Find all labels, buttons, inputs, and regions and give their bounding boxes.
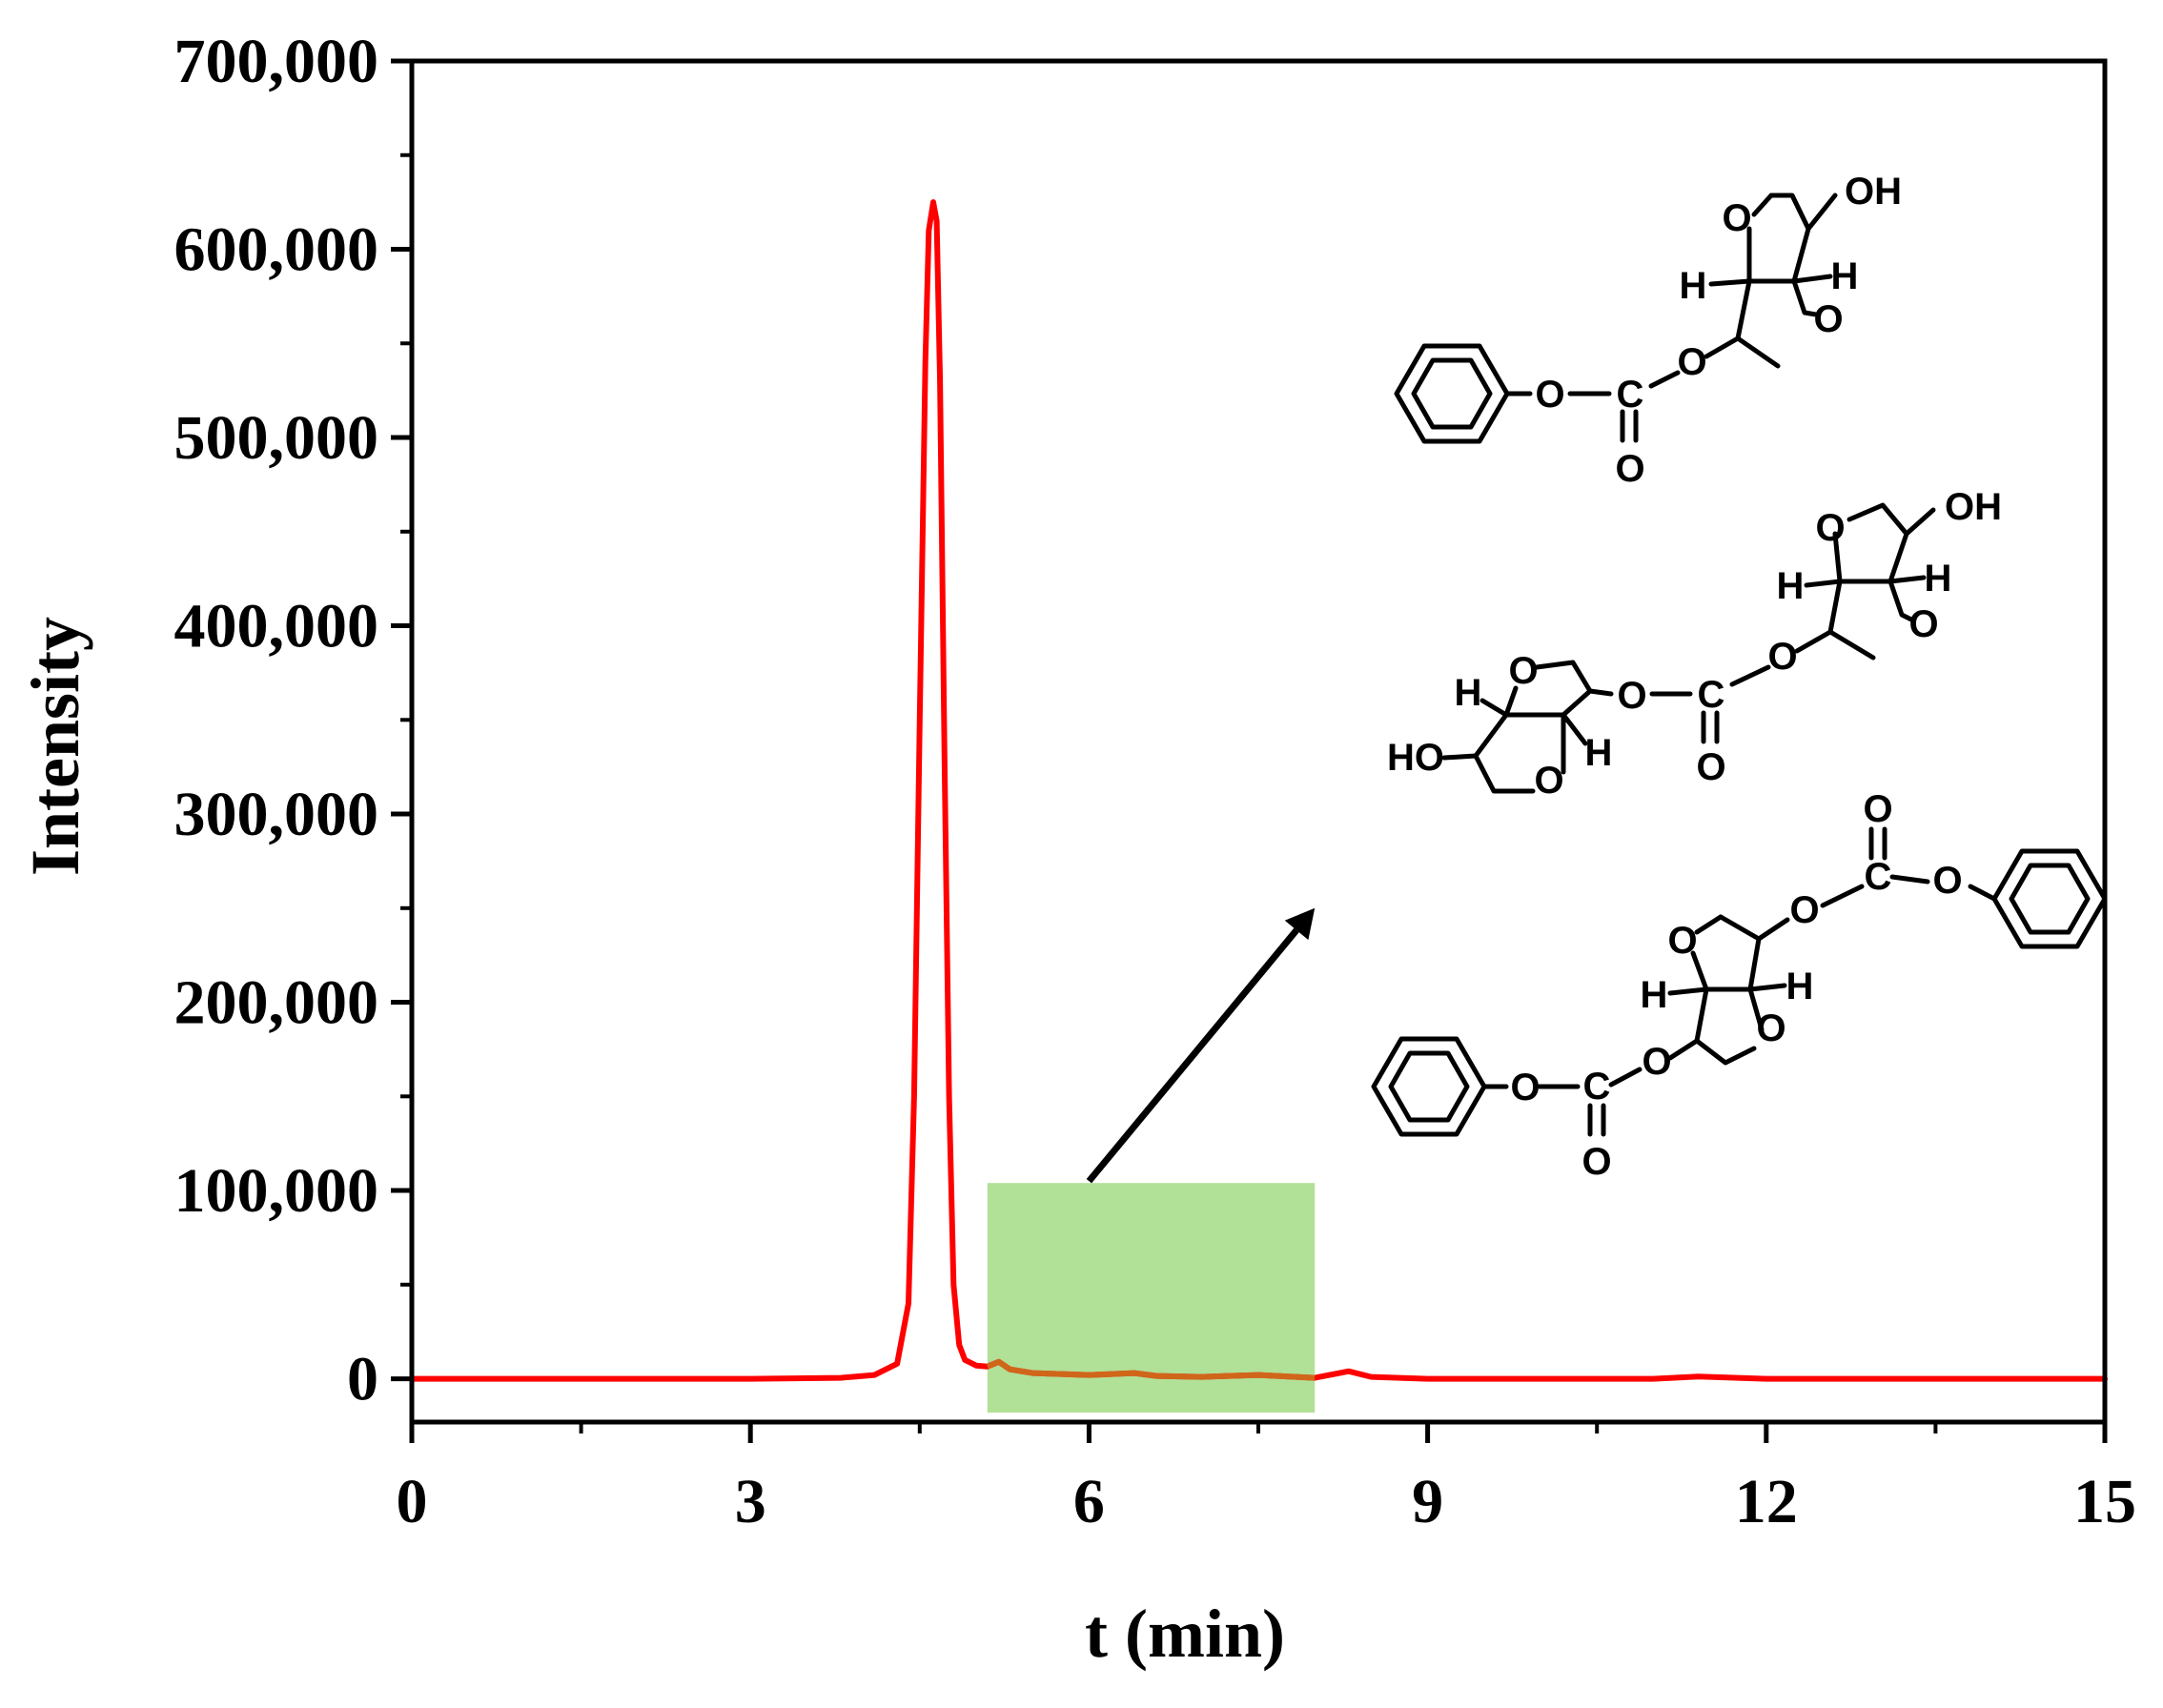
- series-line-0: [409, 199, 2108, 1382]
- s3-c-bottom: C: [1583, 1066, 1611, 1108]
- y-tick-label: 500,000: [174, 403, 379, 473]
- arrow-layer: [1086, 907, 1316, 1184]
- y-tick-label: 100,000: [174, 1156, 379, 1226]
- y-tick-label: 700,000: [174, 27, 379, 96]
- s3-o-link-bottom: O: [1642, 1041, 1671, 1083]
- x-tick-label: 15: [2073, 1467, 2136, 1536]
- y-tick-label: 600,000: [174, 215, 379, 285]
- x-tick-label: 12: [1735, 1467, 1798, 1536]
- s2-h1: H: [1455, 672, 1482, 714]
- s3-c-top: C: [1865, 856, 1892, 898]
- s2-ho: HO: [1387, 737, 1444, 779]
- benzene-ring-3a: [1991, 848, 2108, 949]
- s1-h-right: H: [1831, 255, 1859, 297]
- y-tick-label: 0: [347, 1345, 378, 1414]
- x-axis-title: t (min): [1085, 1596, 1285, 1672]
- s2-o-link2: O: [1767, 636, 1797, 678]
- s3-o-carbonyl-bottom: O: [1581, 1141, 1611, 1183]
- s1-o-ester: O: [1535, 374, 1564, 416]
- series-line-highlighted: [986, 1358, 1316, 1381]
- benzene-ring-3b: [1371, 1036, 1487, 1137]
- benzene-ring-3b-inner: [1388, 1050, 1470, 1123]
- x-tick-label: 3: [735, 1467, 766, 1536]
- s3-o-carbonyl-top: O: [1863, 788, 1892, 830]
- s2-o2: O: [1508, 650, 1538, 692]
- s2-h4: H: [1925, 558, 1952, 600]
- y-tick-label: 300,000: [174, 780, 379, 849]
- s2-o1: O: [1534, 760, 1563, 802]
- annotation-arrow-shaft: [1086, 927, 1299, 1184]
- s3-h-right: H: [1786, 966, 1814, 1007]
- x-tick-label: 0: [397, 1467, 428, 1536]
- y-axis-title: Intensity: [17, 617, 93, 876]
- s3-o-link-top: O: [1789, 889, 1819, 931]
- s3-o-ester-top: O: [1932, 860, 1962, 902]
- s1-h-left: H: [1680, 265, 1707, 307]
- y-tick-label: 400,000: [174, 592, 379, 661]
- s2-o3: O: [1908, 603, 1938, 645]
- annotation-arrow-head: [1284, 907, 1316, 941]
- s3-o-ring-top: O: [1667, 920, 1697, 962]
- s1-o-carbonyl: O: [1615, 448, 1644, 490]
- benzene-ring-3a-inner: [2009, 863, 2091, 935]
- s2-c: C: [1698, 674, 1725, 716]
- x-tick-label: 9: [1412, 1467, 1443, 1536]
- s2-h2: H: [1585, 732, 1613, 774]
- s2-o4: O: [1815, 507, 1845, 549]
- s1-o-link: O: [1677, 341, 1706, 383]
- series-layer: [409, 199, 2108, 1382]
- s2-o-carbonyl: O: [1696, 746, 1725, 788]
- s2-o-link1: O: [1617, 675, 1646, 717]
- s1-oh: OH: [1845, 171, 1902, 213]
- structure-1: O C O O O O OH H H: [1394, 171, 1902, 490]
- y-tick-label: 200,000: [174, 968, 379, 1038]
- s3-o-ring-bottom: O: [1756, 1007, 1785, 1049]
- s1-o-ring-top: O: [1722, 197, 1751, 239]
- s1-c: C: [1617, 374, 1644, 416]
- ticks-layer: 0 3 6 9 12 15 0 100,000 200,000 300,000 400,000 500…: [174, 27, 2137, 1536]
- s3-h-left: H: [1641, 974, 1668, 1016]
- structure-3: O C O O O O H H O C O O: [1371, 788, 2108, 1183]
- benzene-ring-1-inner: [1411, 357, 1493, 430]
- s1-o-ring-bottom: O: [1813, 298, 1843, 340]
- x-tick-label: 6: [1073, 1467, 1105, 1536]
- s2-h3: H: [1777, 565, 1805, 607]
- s3-o-ester-bottom: O: [1510, 1067, 1540, 1108]
- s2-oh: OH: [1945, 486, 2002, 528]
- structure-2: HO O O H H O C O O O O OH H H: [1387, 486, 2002, 802]
